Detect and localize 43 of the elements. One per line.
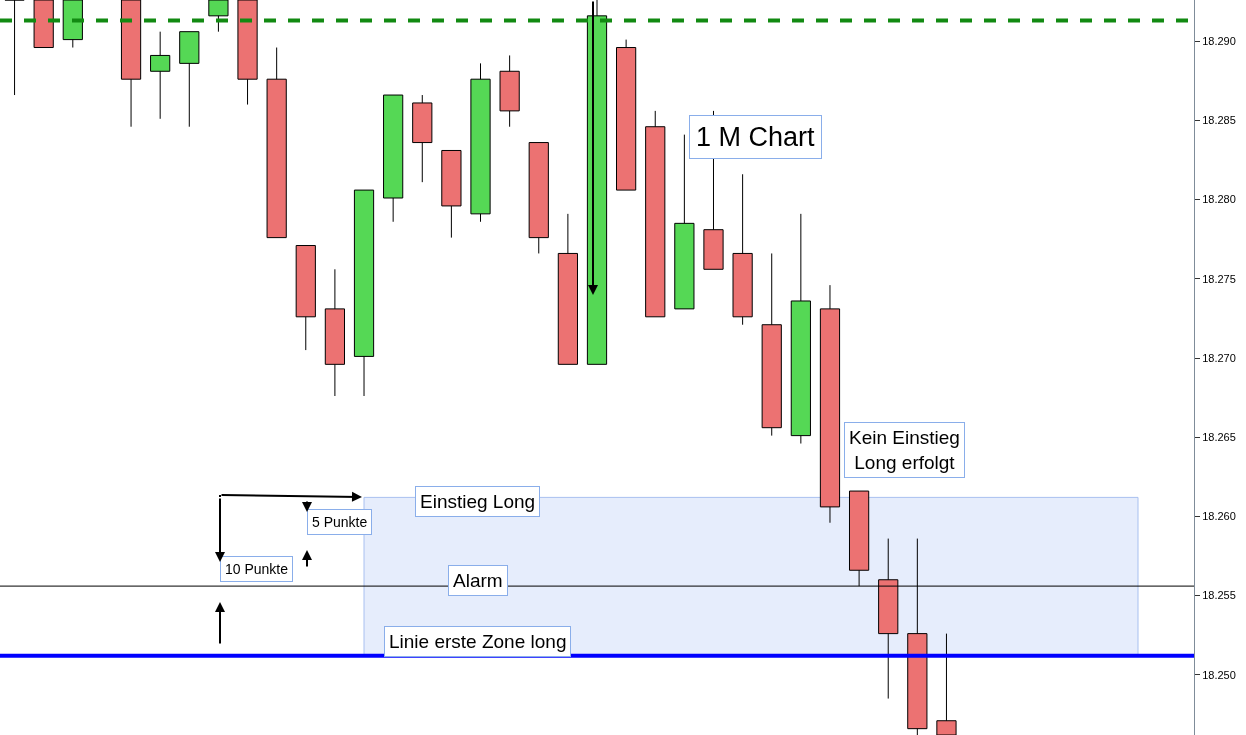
candlestick <box>616 39 637 191</box>
y-tick-label: 18.265 <box>1202 431 1236 444</box>
candlestick <box>179 31 200 128</box>
candlestick <box>266 47 287 239</box>
y-tick-label: 18.255 <box>1202 589 1236 602</box>
y-tick-label: 18.260 <box>1202 510 1236 523</box>
ref-line-label: Linie erste Zone long <box>389 631 567 652</box>
annotation: 10 Punkte <box>225 561 289 577</box>
candlestick <box>412 94 433 183</box>
y-tick-label: 18.285 <box>1202 114 1236 127</box>
candlestick <box>790 213 811 445</box>
candlestick <box>324 268 346 397</box>
candlestick <box>441 149 462 239</box>
candlestick <box>295 245 316 351</box>
candlestick <box>761 252 782 437</box>
candlestick <box>470 62 491 223</box>
y-tick-label: 18.290 <box>1202 35 1236 48</box>
y-tick-label: 18.280 <box>1202 193 1236 206</box>
y-tick-label: 18.275 <box>1202 272 1236 285</box>
y-tick-label: 18.270 <box>1202 351 1236 364</box>
candlestick <box>819 284 841 524</box>
candlestick <box>528 142 549 254</box>
candlestick <box>120 0 142 128</box>
candlestick <box>353 189 375 397</box>
candlestick <box>645 110 666 318</box>
annotation: 5 Punkte <box>312 514 368 530</box>
candlestick <box>33 0 54 49</box>
annotation: Kein Einstieg Long erfolgt <box>849 427 960 473</box>
ref-line-label: Alarm <box>453 570 503 591</box>
annotation: 1 M Chart <box>696 122 816 152</box>
band-label: Einstieg Long <box>420 491 536 512</box>
candlestick <box>674 134 695 310</box>
candlestick <box>237 0 258 106</box>
candlestick <box>62 0 83 49</box>
candlestick <box>586 0 608 365</box>
candlestick <box>732 173 753 326</box>
candlestick <box>150 31 171 120</box>
candlestick <box>4 0 25 96</box>
candlestick <box>936 633 957 735</box>
candlestick <box>499 54 520 128</box>
candlestick <box>383 94 404 223</box>
y-tick-label: 18.250 <box>1202 668 1236 681</box>
candlestick <box>557 213 578 365</box>
